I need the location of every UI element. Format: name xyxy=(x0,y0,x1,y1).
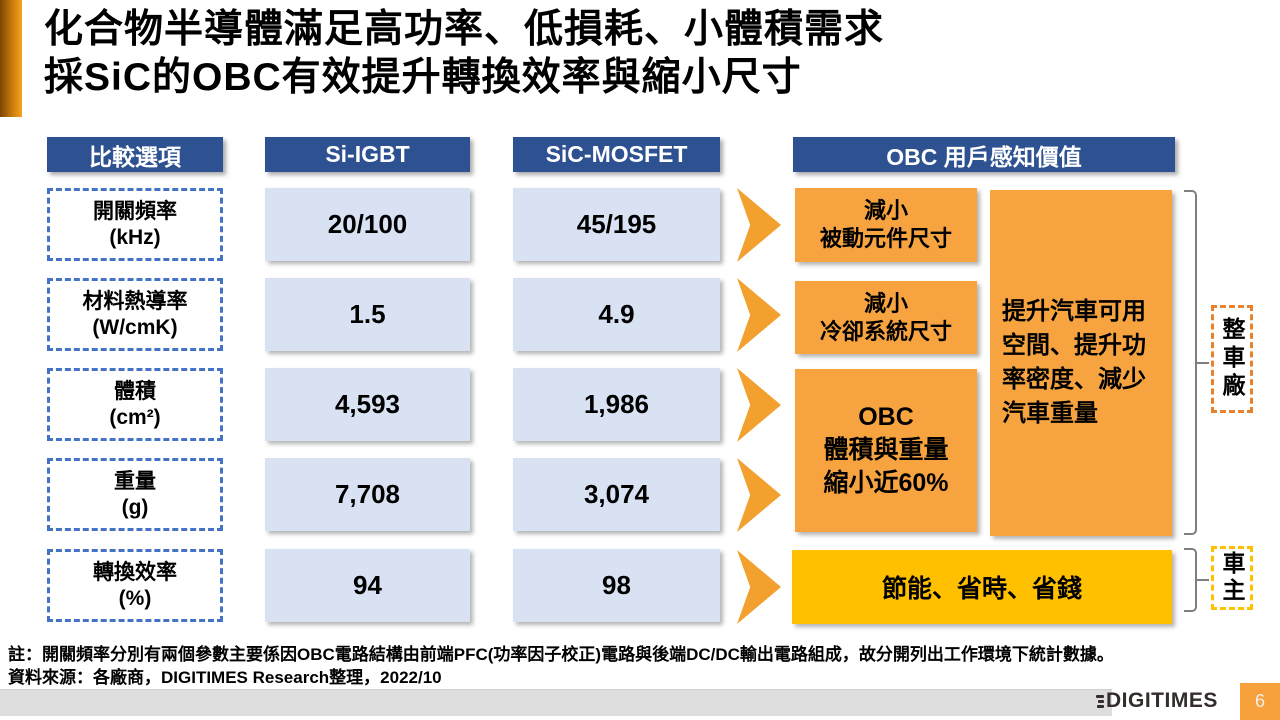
column-header-obc-user-value: OBC 用戶感知價值 xyxy=(793,137,1175,172)
row-label-volume: 體積 (cm²) xyxy=(47,368,223,441)
slide-title-line2: 採SiC的OBC有效提升轉換效率與縮小尺寸 xyxy=(44,56,802,99)
column-header-sic-mosfet: SiC-MOSFET xyxy=(513,137,720,172)
row-unit-text: (%) xyxy=(118,586,152,610)
row-label-text: 體積 xyxy=(114,379,156,403)
cell-si-conversion-efficiency: 94 xyxy=(265,549,470,622)
slide-title: 化合物半導體滿足高功率、低損耗、小體積需求 採SiC的OBC有效提升轉換效率與縮… xyxy=(44,6,884,102)
owner-bracket xyxy=(1184,548,1209,612)
cell-si-weight: 7,708 xyxy=(265,458,470,531)
row-label-switching-frequency: 開關頻率 (kHz) xyxy=(47,188,223,261)
oem-bracket xyxy=(1184,190,1209,535)
row-label-conversion-efficiency: 轉換效率 (%) xyxy=(47,549,223,622)
bracket-tick xyxy=(1195,361,1209,364)
footnote-note: 註：開關頻率分別有兩個參數主要係因OBC電路結構由前端PFC(功率因子校正)電路… xyxy=(8,645,1114,664)
slide-title-line1: 化合物半導體滿足高功率、低損耗、小體積需求 xyxy=(44,8,885,51)
benefit-summary-box: 提升汽車可用空間、提升功率密度、減少汽車重量 xyxy=(990,190,1172,536)
cell-sic-volume: 1,986 xyxy=(513,368,720,441)
row-unit-text: (W/cmK) xyxy=(92,315,178,339)
cell-sic-weight: 3,074 xyxy=(513,458,720,531)
row-label-text: 開關頻率 xyxy=(93,199,177,223)
logo-speedlines-icon xyxy=(1096,694,1104,708)
chevron-right-icon xyxy=(737,278,781,352)
footer-bar xyxy=(0,689,1112,716)
row-label-thermal-conductivity: 材料熱導率 (W/cmK) xyxy=(47,278,223,351)
column-header-criteria: 比較選項 xyxy=(47,137,223,172)
cell-si-volume: 4,593 xyxy=(265,368,470,441)
benefit-owner-savings: 節能、省時、省錢 xyxy=(792,550,1172,624)
page-number-badge: 6 xyxy=(1240,683,1280,720)
row-label-text: 材料熱導率 xyxy=(82,289,188,313)
row-label-text: 轉換效率 xyxy=(93,560,177,584)
digitimes-logo: DIGITIMES xyxy=(1096,687,1218,715)
chevron-right-icon xyxy=(737,458,781,532)
title-accent-bar xyxy=(0,0,22,117)
cell-si-thermal-conductivity: 1.5 xyxy=(265,278,470,351)
row-label-weight: 重量 (g) xyxy=(47,458,223,531)
bracket-tick xyxy=(1195,579,1209,581)
cell-si-switching-frequency: 20/100 xyxy=(265,188,470,261)
chevron-right-icon xyxy=(737,188,781,262)
oem-label: 整車廠 xyxy=(1211,305,1253,413)
row-unit-text: (kHz) xyxy=(109,225,161,249)
row-label-text: 重量 xyxy=(114,469,156,493)
cell-sic-thermal-conductivity: 4.9 xyxy=(513,278,720,351)
logo-text: DIGITIMES xyxy=(1106,689,1218,712)
row-unit-text: (cm²) xyxy=(109,405,161,429)
benefit-cooling-system: 減小 冷卻系統尺寸 xyxy=(795,281,977,354)
benefit-obc-size-weight: OBC 體積與重量 縮小近60% xyxy=(795,369,977,532)
owner-label: 車主 xyxy=(1211,546,1253,610)
chevron-right-icon xyxy=(737,550,781,624)
footnote-source: 資料來源：各廠商，DIGITIMES Research整理，2022/10 xyxy=(8,668,442,687)
benefit-passive-components: 減小 被動元件尺寸 xyxy=(795,188,977,262)
column-header-si-igbt: Si-IGBT xyxy=(265,137,470,172)
cell-sic-conversion-efficiency: 98 xyxy=(513,549,720,622)
cell-sic-switching-frequency: 45/195 xyxy=(513,188,720,261)
chevron-right-icon xyxy=(737,368,781,442)
row-unit-text: (g) xyxy=(121,495,149,519)
